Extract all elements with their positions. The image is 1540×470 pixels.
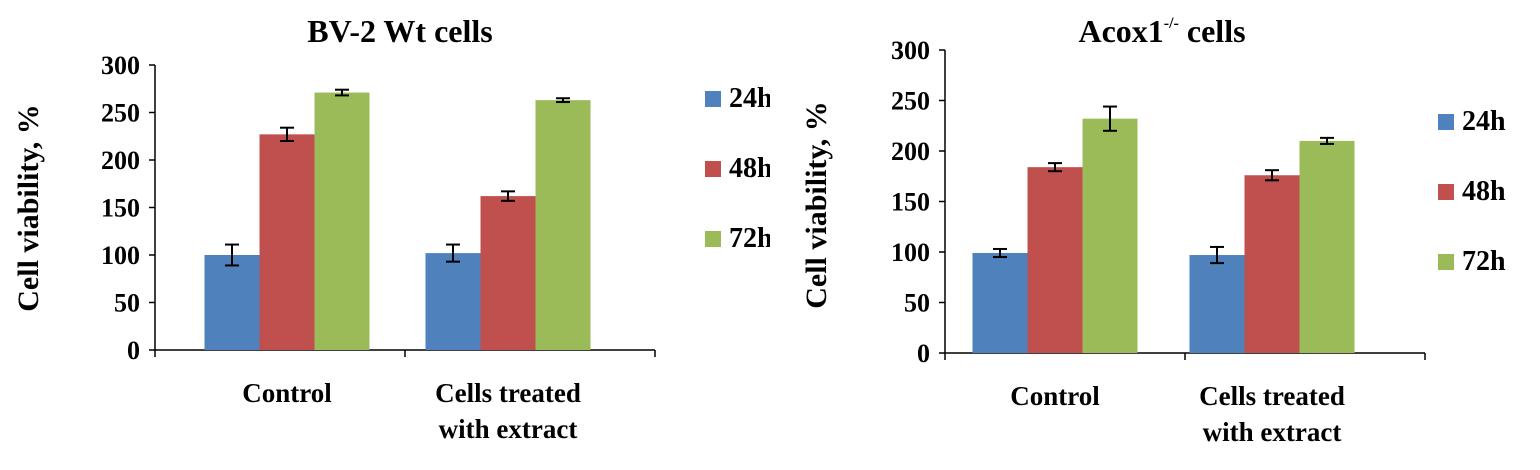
y-tick-label: 150 (891, 188, 930, 217)
chart-title-main: Acox1 (1078, 13, 1163, 49)
y-tick-label: 100 (891, 238, 930, 267)
y-tick-label: 300 (891, 36, 930, 65)
y-axis-label: Cell viability, % (12, 104, 45, 312)
bar-72h-control (1082, 118, 1138, 354)
y-tick-label: 200 (101, 146, 140, 175)
y-tick-label: 250 (891, 87, 930, 116)
bar-24h-control (204, 255, 260, 350)
legend-swatch-48h (1438, 184, 1454, 200)
legend-label-24h: 24h (729, 83, 770, 114)
bar-24h-control (972, 253, 1028, 353)
x-category-label-line: Cells treated (1199, 381, 1345, 411)
y-tick-label: 250 (101, 99, 140, 128)
bar-48h-treated (1244, 175, 1300, 353)
x-category-label: Control (242, 378, 332, 408)
chart-title-superscript: -/- (1164, 15, 1179, 32)
y-tick-label: 150 (101, 194, 140, 223)
legend-swatch-72h (705, 231, 721, 247)
legend-swatch-48h (705, 161, 721, 177)
bar-72h-control (314, 92, 370, 351)
chart-title: BV-2 Wt cells (307, 13, 492, 49)
y-tick-label: 200 (891, 137, 930, 166)
y-tick-label: 0 (917, 339, 930, 368)
x-category-label: Cells treated with extract (1199, 381, 1345, 447)
x-category-label-line: Cells treated (435, 378, 581, 408)
x-category-label: Control (1010, 381, 1100, 411)
chart-acox1-svg: Acox1-/- cells Cell viability, % 0 50 100 1… (800, 13, 1506, 447)
chart-title-rest: cells (1179, 13, 1246, 49)
x-category-label-line: with extract (1203, 417, 1342, 447)
bar-24h-treated (1189, 255, 1245, 353)
chart-title: Acox1-/- cells (1078, 13, 1245, 49)
bar-48h-control (259, 134, 315, 350)
chart-acox1: Acox1-/- cells Cell viability, % 0 50 100 1… (770, 0, 1540, 470)
bar-48h-control (1027, 167, 1083, 353)
y-tick-label: 300 (101, 51, 140, 80)
legend-swatch-72h (1438, 254, 1454, 270)
x-category-label: Cells treated with extract (435, 378, 581, 444)
legend-label-72h: 72h (1462, 246, 1506, 277)
bar-48h-treated (480, 196, 536, 350)
x-category-label-line: Control (242, 378, 332, 408)
y-tick-label: 100 (101, 241, 140, 270)
y-axis-label: Cell viability, % (800, 101, 833, 309)
legend-label-72h: 72h (729, 223, 770, 254)
legend-swatch-24h (1438, 114, 1454, 130)
y-tick-label: 50 (904, 289, 930, 318)
chart-bv2-wt: BV-2 Wt cells Cell viability, % 0 50 100 15… (12, 13, 770, 444)
x-category-label-line: Control (1010, 381, 1100, 411)
x-category-label-line: with extract (439, 414, 578, 444)
legend-label-48h: 48h (729, 153, 770, 184)
legend-label-24h: 24h (1462, 106, 1506, 137)
y-tick-label: 50 (114, 289, 140, 318)
legend-label-48h: 48h (1462, 176, 1506, 207)
chart-bv2-wt-svg: BV-2 Wt cells Cell viability, % 0 50 100 15… (12, 13, 770, 444)
bar-72h-treated (1299, 140, 1355, 353)
legend-swatch-24h (705, 91, 721, 107)
bar-72h-treated (535, 100, 591, 351)
y-tick-label: 0 (127, 336, 140, 365)
bar-24h-treated (425, 253, 481, 350)
